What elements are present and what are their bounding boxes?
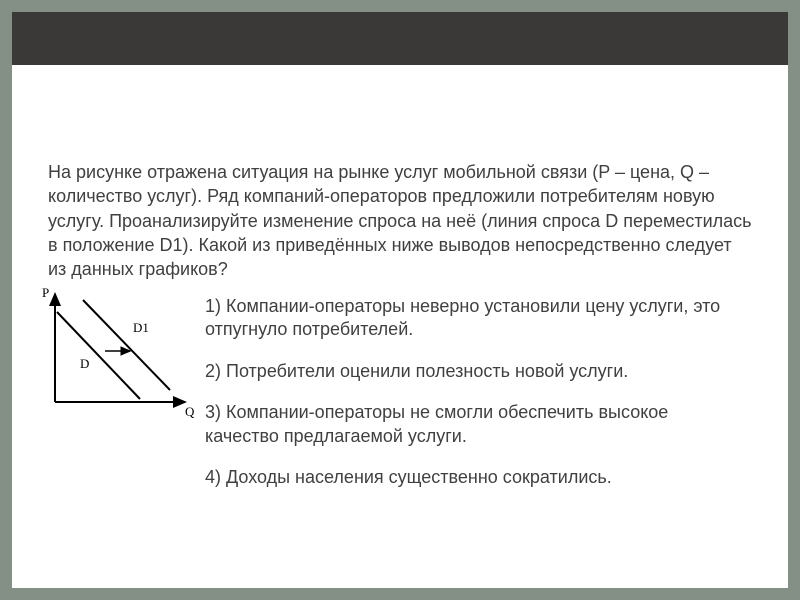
option-3: 3) Компании-операторы не смогли обеспечи… [205, 401, 745, 448]
title-bar [12, 12, 788, 65]
demand-line-d1 [83, 300, 170, 390]
answer-options: 1) Компании-операторы неверно установили… [205, 295, 745, 507]
option-4: 4) Доходы населения существенно сократил… [205, 466, 745, 489]
option-2: 2) Потребители оценили полезность новой … [205, 360, 745, 383]
demand-chart: P Q D D1 [35, 282, 195, 422]
axis-label-p: P [42, 285, 49, 300]
line-label-d1: D1 [133, 320, 149, 335]
demand-line-d [57, 312, 140, 399]
line-label-d: D [80, 356, 89, 371]
question-text: На рисунке отражена ситуация на рынке ус… [48, 160, 752, 281]
axis-label-q: Q [185, 404, 195, 419]
option-1: 1) Компании-операторы неверно установили… [205, 295, 745, 342]
